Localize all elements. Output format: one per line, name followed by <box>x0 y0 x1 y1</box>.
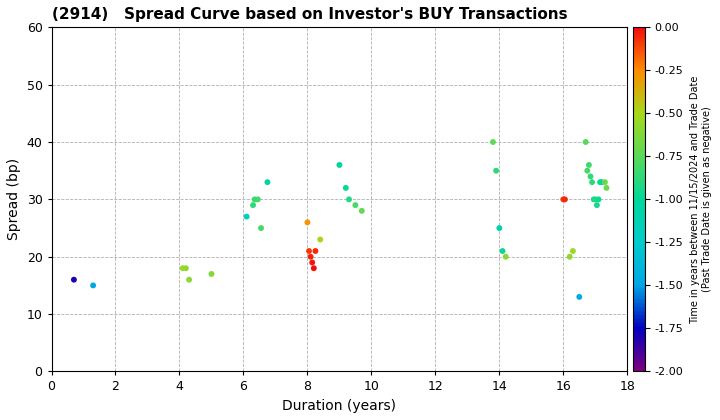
Point <box>249 196 261 203</box>
Point <box>256 225 267 231</box>
Point <box>585 173 596 180</box>
Point <box>343 196 355 203</box>
Point <box>302 219 313 226</box>
Point <box>593 196 604 203</box>
Point <box>241 213 253 220</box>
Point <box>567 248 579 255</box>
Point <box>588 196 600 203</box>
Point <box>600 184 612 191</box>
Point <box>557 196 569 203</box>
Point <box>500 253 511 260</box>
X-axis label: Duration (years): Duration (years) <box>282 399 397 413</box>
Y-axis label: Spread (bp): Spread (bp) <box>7 158 21 240</box>
Point <box>315 236 326 243</box>
Point <box>497 248 508 255</box>
Point <box>599 179 611 186</box>
Point <box>252 196 264 203</box>
Point <box>487 139 499 145</box>
Point <box>340 184 351 191</box>
Point <box>303 248 315 255</box>
Point <box>591 202 603 208</box>
Point <box>574 294 585 300</box>
Point <box>177 265 189 272</box>
Point <box>206 270 217 277</box>
Point <box>87 282 99 289</box>
Point <box>184 276 195 283</box>
Point <box>582 167 593 174</box>
Text: (2914)   Spread Curve based on Investor's BUY Transactions: (2914) Spread Curve based on Investor's … <box>52 7 567 22</box>
Point <box>583 162 595 168</box>
Point <box>247 202 258 208</box>
Point <box>307 259 318 266</box>
Point <box>261 179 273 186</box>
Point <box>559 196 571 203</box>
Point <box>333 162 345 168</box>
Point <box>590 196 601 203</box>
Point <box>494 225 505 231</box>
Point <box>68 276 80 283</box>
Point <box>564 253 575 260</box>
Point <box>305 253 316 260</box>
Point <box>350 202 361 208</box>
Point <box>580 139 591 145</box>
Point <box>490 167 502 174</box>
Y-axis label: Time in years between 11/15/2024 and Trade Date
(Past Trade Date is given as neg: Time in years between 11/15/2024 and Tra… <box>690 75 712 323</box>
Point <box>310 248 321 255</box>
Point <box>308 265 320 272</box>
Point <box>594 179 606 186</box>
Point <box>586 179 598 186</box>
Point <box>180 265 192 272</box>
Point <box>356 207 367 214</box>
Point <box>596 179 608 186</box>
